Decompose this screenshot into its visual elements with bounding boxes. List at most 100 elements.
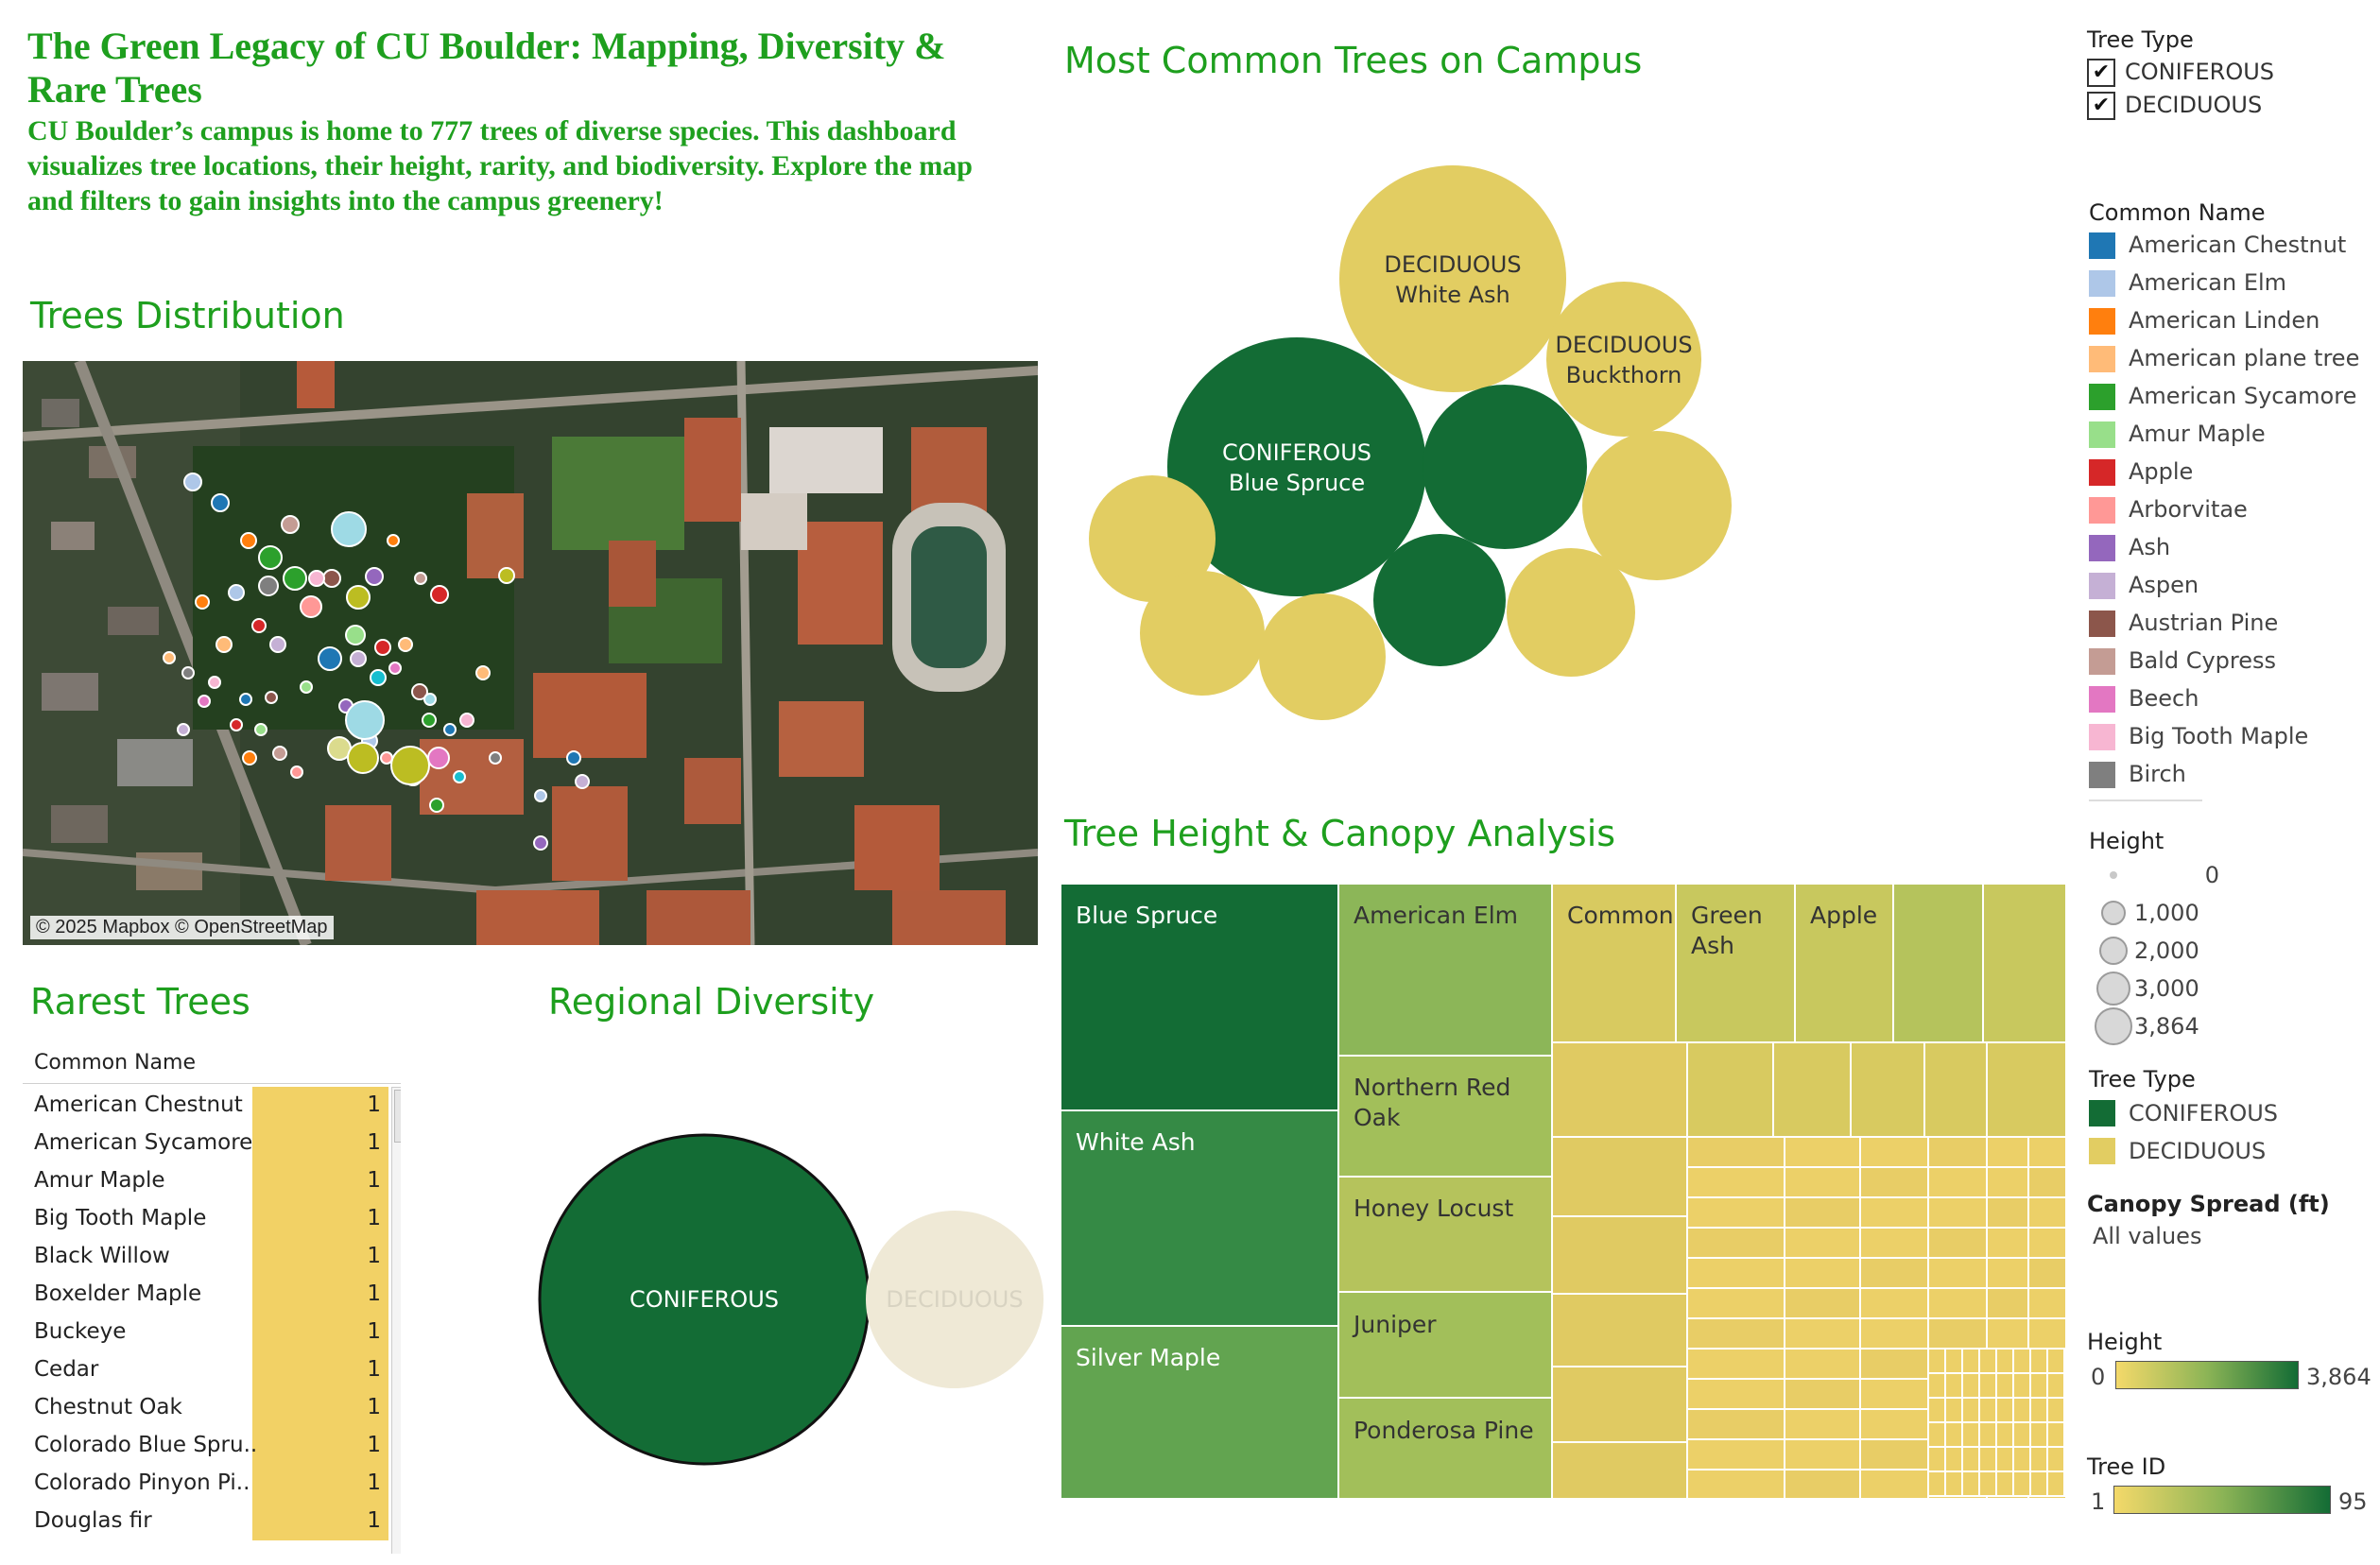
tm-rect-small[interactable] xyxy=(1927,1166,1988,1198)
tree-point[interactable] xyxy=(177,723,190,736)
rare-count-bar[interactable]: 1 xyxy=(252,1200,388,1238)
tm-rect-small[interactable] xyxy=(1784,1469,1861,1499)
tm-rect-small[interactable] xyxy=(1686,1196,1785,1229)
rare-table-row[interactable]: 1 Colorado Pinyon Pi.. xyxy=(23,1465,388,1503)
regional-diversity-chart[interactable]: CONIFEROUS DECIDUOUS xyxy=(529,1125,1059,1484)
tm-rect-small[interactable] xyxy=(2027,1227,2066,1259)
tm-rect-small[interactable] xyxy=(1784,1227,1861,1259)
tm-rect-small[interactable] xyxy=(1784,1287,1861,1319)
tm-rect-small[interactable] xyxy=(1859,1227,1929,1259)
tree-point[interactable] xyxy=(475,665,491,680)
tree-point[interactable] xyxy=(211,493,230,512)
tree-point[interactable] xyxy=(350,650,367,667)
rare-count-bar[interactable]: 1 xyxy=(252,1087,388,1125)
tree-point[interactable] xyxy=(281,515,300,534)
tree-point[interactable] xyxy=(242,750,257,765)
tm-rect-tiny[interactable] xyxy=(2012,1421,2031,1448)
tm-rect-tiny[interactable] xyxy=(1978,1397,1997,1423)
tm-rect-small[interactable] xyxy=(2027,1196,2066,1229)
tree-point[interactable] xyxy=(459,713,474,728)
tm-rect-tiny[interactable] xyxy=(1961,1446,1980,1472)
common-name-legend-item[interactable]: Big Tooth Maple xyxy=(2129,723,2309,749)
tm-rect-tiny[interactable] xyxy=(2046,1397,2065,1423)
bubble-white-ash[interactable] xyxy=(1339,165,1566,392)
tm-rect-tiny[interactable] xyxy=(1978,1470,1997,1497)
common-name-legend-item[interactable]: American Chestnut xyxy=(2129,232,2347,258)
coniferous-legend-label[interactable]: CONIFEROUS xyxy=(2129,1100,2279,1126)
tm-rect-tiny[interactable] xyxy=(1961,1348,1980,1374)
tree-point[interactable] xyxy=(346,585,371,610)
tm-rect-tiny[interactable] xyxy=(1995,1372,2014,1399)
tree-point[interactable] xyxy=(230,718,243,731)
tm-rect-small[interactable] xyxy=(1986,1166,2029,1198)
tm-rect-small[interactable] xyxy=(1686,1438,1785,1470)
common-name-legend-item[interactable]: Beech xyxy=(2129,685,2199,712)
tree-point[interactable] xyxy=(228,584,245,601)
tm-rect-small[interactable] xyxy=(1686,1136,1785,1168)
common-name-legend-item[interactable]: American Sycamore xyxy=(2129,383,2357,409)
bubble-blue-spruce[interactable] xyxy=(1167,337,1426,596)
tm-rect-small[interactable] xyxy=(1859,1287,1929,1319)
tm-rect-tiny[interactable] xyxy=(1944,1446,1963,1472)
tm-rect-small[interactable] xyxy=(1986,1317,2029,1350)
tm-rect-tiny[interactable] xyxy=(2029,1348,2048,1374)
tree-point[interactable] xyxy=(534,789,547,802)
tm-rect-small[interactable] xyxy=(1986,1196,2029,1229)
tm-rect-small[interactable] xyxy=(1850,1041,1925,1138)
tm-rect-small[interactable] xyxy=(1927,1287,1988,1319)
rare-table-row[interactable]: 1 American Sycamore xyxy=(23,1125,388,1162)
tree-point[interactable] xyxy=(398,637,413,652)
tree-point[interactable] xyxy=(566,750,581,765)
common-trees-bubble-chart[interactable]: DECIDUOUS White Ash DECIDUOUS Buckthorn … xyxy=(1049,151,1768,737)
tm-rect-small[interactable] xyxy=(1686,1041,1774,1138)
tm-rect-small[interactable] xyxy=(1986,1287,2029,1319)
tm-rect-tiny[interactable] xyxy=(1995,1446,2014,1472)
tree-point[interactable] xyxy=(258,576,279,596)
tm-rect-tiny[interactable] xyxy=(2029,1397,2048,1423)
rare-table-scrollbar[interactable] xyxy=(391,1087,401,1554)
tm-rect-small[interactable] xyxy=(1859,1166,1929,1198)
tm-rect-deciduous-b[interactable] xyxy=(1982,884,2066,1043)
tm-rect-small[interactable] xyxy=(1859,1196,1929,1229)
bubble-deciduous-7[interactable] xyxy=(1259,593,1386,720)
common-name-legend-item[interactable]: American plane tree xyxy=(2129,345,2360,371)
tm-rect-tiny[interactable] xyxy=(1978,1421,1997,1448)
tm-rect-small[interactable] xyxy=(1859,1469,1929,1499)
tm-rect-tiny[interactable] xyxy=(2046,1446,2065,1472)
tree-point[interactable] xyxy=(365,567,384,586)
tm-rect-ponderosa-pine[interactable] xyxy=(1337,1397,1553,1499)
common-name-legend-item[interactable]: Birch xyxy=(2129,761,2186,787)
tm-rect-small[interactable] xyxy=(1686,1166,1785,1198)
tm-rect-tiny[interactable] xyxy=(1978,1372,1997,1399)
tm-rect-small[interactable] xyxy=(1772,1041,1852,1138)
tm-rect-small[interactable] xyxy=(1859,1317,1929,1350)
tm-rect-small[interactable] xyxy=(1784,1378,1861,1410)
deciduous-checkbox[interactable]: ✔ xyxy=(2087,92,2115,120)
campus-tree-map[interactable]: © 2025 Mapbox © OpenStreetMap xyxy=(23,361,1038,945)
deciduous-bubble[interactable] xyxy=(866,1211,1043,1388)
deciduous-legend-label[interactable]: DECIDUOUS xyxy=(2129,1138,2267,1164)
tree-point[interactable] xyxy=(269,636,286,653)
tm-rect-small[interactable] xyxy=(1686,1227,1785,1259)
rare-table-header[interactable]: Common Name xyxy=(34,1051,196,1075)
tm-rect-tiny[interactable] xyxy=(2029,1421,2048,1448)
tm-rect-small[interactable] xyxy=(1927,1196,1988,1229)
tree-point[interactable] xyxy=(251,618,267,633)
tm-rect-tiny[interactable] xyxy=(1927,1348,1946,1374)
tm-rect-small[interactable] xyxy=(1986,1227,2029,1259)
tm-rect-tiny[interactable] xyxy=(2046,1470,2065,1497)
tree-point[interactable] xyxy=(423,693,437,706)
tree-point[interactable] xyxy=(308,570,325,587)
tree-point[interactable] xyxy=(239,693,252,706)
tm-rect-tiny[interactable] xyxy=(1944,1421,1963,1448)
tm-rect-small[interactable] xyxy=(1784,1196,1861,1229)
tm-rect-tiny[interactable] xyxy=(1995,1470,2014,1497)
tm-rect-small[interactable] xyxy=(1784,1408,1861,1440)
tree-point[interactable] xyxy=(345,700,385,740)
tm-rect-small[interactable] xyxy=(1686,1257,1785,1289)
tm-rect-tiny[interactable] xyxy=(1927,1372,1946,1399)
tm-rect-deciduous-a[interactable] xyxy=(1892,884,1984,1043)
tree-point[interactable] xyxy=(533,835,548,851)
bubble-deciduous-3[interactable] xyxy=(1582,431,1732,580)
tm-rect-tiny[interactable] xyxy=(1961,1470,1980,1497)
